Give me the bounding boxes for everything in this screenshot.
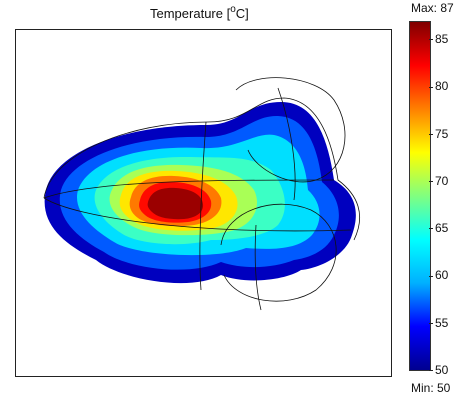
contour-band-86 [147, 187, 204, 220]
geometry-wireframe-edge [199, 121, 207, 291]
colorbar-tick-mark [429, 39, 433, 41]
geometry-wireframe-edge [277, 87, 296, 201]
geometry-wireframe-edge [220, 203, 337, 302]
colorbar-max-label: Max: 87 [411, 1, 454, 15]
colorbar-tick-50: 50 [429, 363, 459, 377]
colorbar-tick-mark [429, 133, 433, 135]
colorbar [409, 21, 431, 371]
colorbar-tick-55: 55 [429, 316, 459, 330]
colorbar-tick-label: 50 [435, 363, 449, 377]
colorbar-tick-80: 80 [429, 79, 459, 93]
colorbar-tick-mark [429, 86, 433, 88]
geometry-wireframe-edge [43, 97, 361, 241]
colorbar-tick-label: 70 [435, 173, 449, 188]
colorbar-tick-mark [429, 323, 433, 325]
colorbar-tick-label: 55 [435, 315, 449, 330]
colorbar-tick-65: 65 [429, 221, 459, 235]
plot-area [15, 29, 392, 377]
temperature-field [43, 77, 361, 311]
colorbar-tick-label: 85 [435, 31, 449, 46]
colorbar-tick-75: 75 [429, 127, 459, 141]
colorbar-tick-mark [429, 275, 433, 277]
colorbar-tick-mark [429, 370, 433, 372]
colorbar-tick-mark [429, 181, 433, 183]
geometry-wireframe-edge [235, 77, 346, 183]
colorbar-tick-70: 70 [429, 174, 459, 188]
colorbar-tick-label: 60 [435, 268, 449, 283]
colorbar-tick-label: 75 [435, 126, 449, 141]
colorbar-tick-mark [429, 228, 433, 230]
geometry-wireframe-edge [43, 197, 352, 232]
colorbar-tick-85: 85 [429, 32, 459, 46]
colorbar-min-label: Min: 50 [411, 381, 451, 395]
chart-title: Temperature [oC] [150, 4, 249, 21]
colorbar-tick-label: 65 [435, 221, 449, 236]
colorbar-tick-label: 80 [435, 79, 449, 94]
colorbar-tick-60: 60 [429, 268, 459, 282]
geometry-wireframe-edge [254, 224, 262, 311]
